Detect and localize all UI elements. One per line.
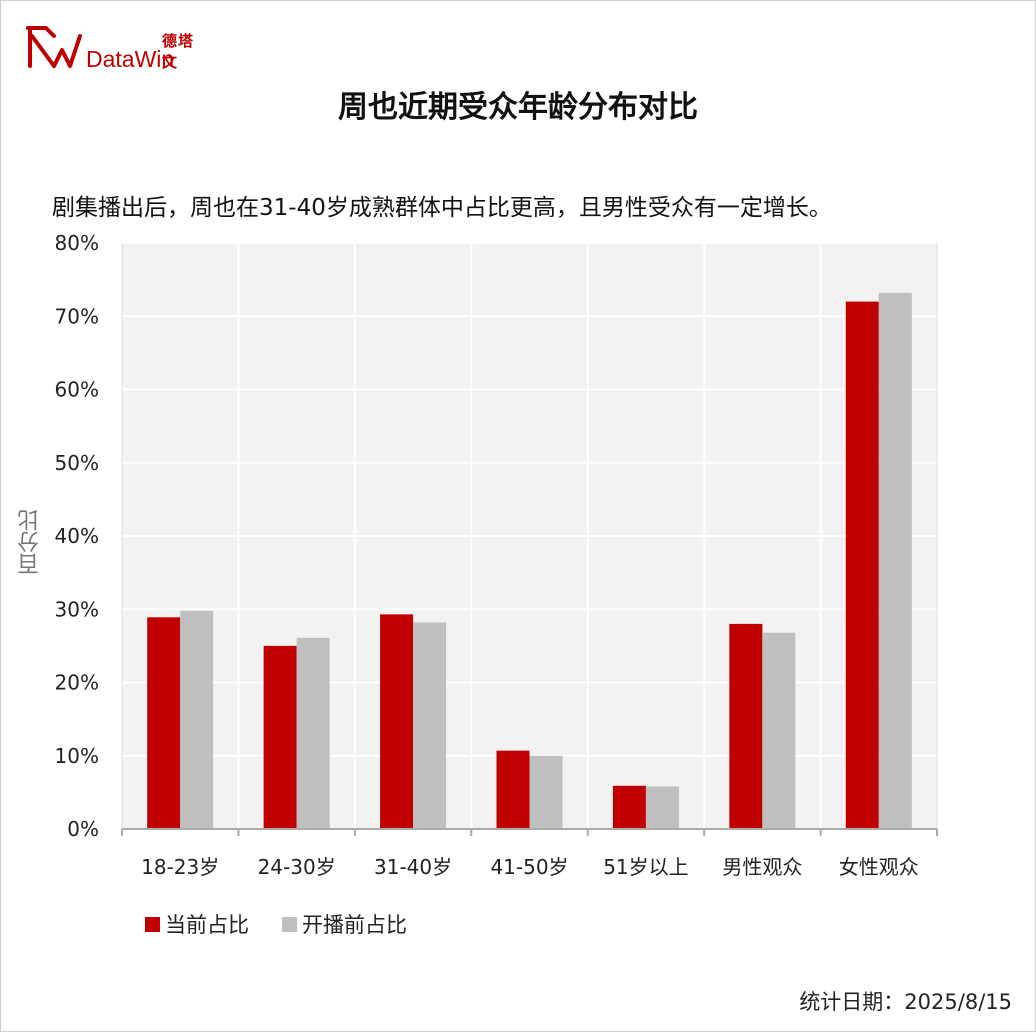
- bar: [263, 645, 297, 829]
- datawin-logo-icon: [26, 26, 82, 68]
- y-tick-label: 40%: [55, 524, 99, 548]
- bar: [296, 637, 330, 829]
- y-tick-label: 20%: [55, 671, 99, 695]
- bar: [612, 785, 646, 829]
- y-tick-label: 80%: [55, 231, 99, 255]
- y-tick-label: 0%: [67, 817, 99, 841]
- bar: [147, 617, 181, 829]
- bar: [180, 610, 214, 829]
- bar: [762, 632, 796, 829]
- y-tick-label: 50%: [55, 451, 99, 475]
- bar: [729, 623, 763, 829]
- y-tick-label: 30%: [55, 597, 99, 621]
- x-tick-label: 51岁以上: [603, 855, 688, 879]
- legend-label-before: 开播前占比: [302, 913, 407, 937]
- y-tick-label: 70%: [55, 304, 99, 328]
- x-tick-label: 18-23岁: [141, 855, 219, 879]
- x-tick-label: 31-40岁: [374, 855, 452, 879]
- x-tick-label: 24-30岁: [258, 855, 336, 879]
- y-tick-label: 10%: [55, 744, 99, 768]
- stat-date: 统计日期：2025/8/15: [799, 990, 1012, 1014]
- y-tick-label: 60%: [55, 378, 99, 402]
- chart-title: 周也近期受众年龄分布对比: [338, 90, 698, 125]
- bar: [878, 292, 912, 829]
- legend-swatch-before: [282, 917, 297, 932]
- x-tick-label: 女性观众: [839, 855, 919, 879]
- x-tick-label: 男性观众: [722, 855, 802, 879]
- bar: [380, 614, 414, 829]
- bar: [413, 622, 447, 829]
- datawin-logo: 德塔文 DataWin: [24, 22, 194, 74]
- chart-subtitle: 剧集播出后，周也在31-40岁成熟群体中占比更高，且男性受众有一定增长。: [52, 195, 832, 221]
- bar: [845, 301, 879, 830]
- x-tick-label: 41-50岁: [490, 855, 568, 879]
- logo-english-text: DataWin: [86, 46, 175, 72]
- bar: [645, 786, 679, 829]
- bar: [496, 750, 530, 829]
- legend-label-current: 当前占比: [165, 913, 249, 937]
- legend-swatch-current: [145, 917, 160, 932]
- logo-chinese-text: 德塔文: [162, 32, 195, 71]
- bar: [529, 755, 563, 829]
